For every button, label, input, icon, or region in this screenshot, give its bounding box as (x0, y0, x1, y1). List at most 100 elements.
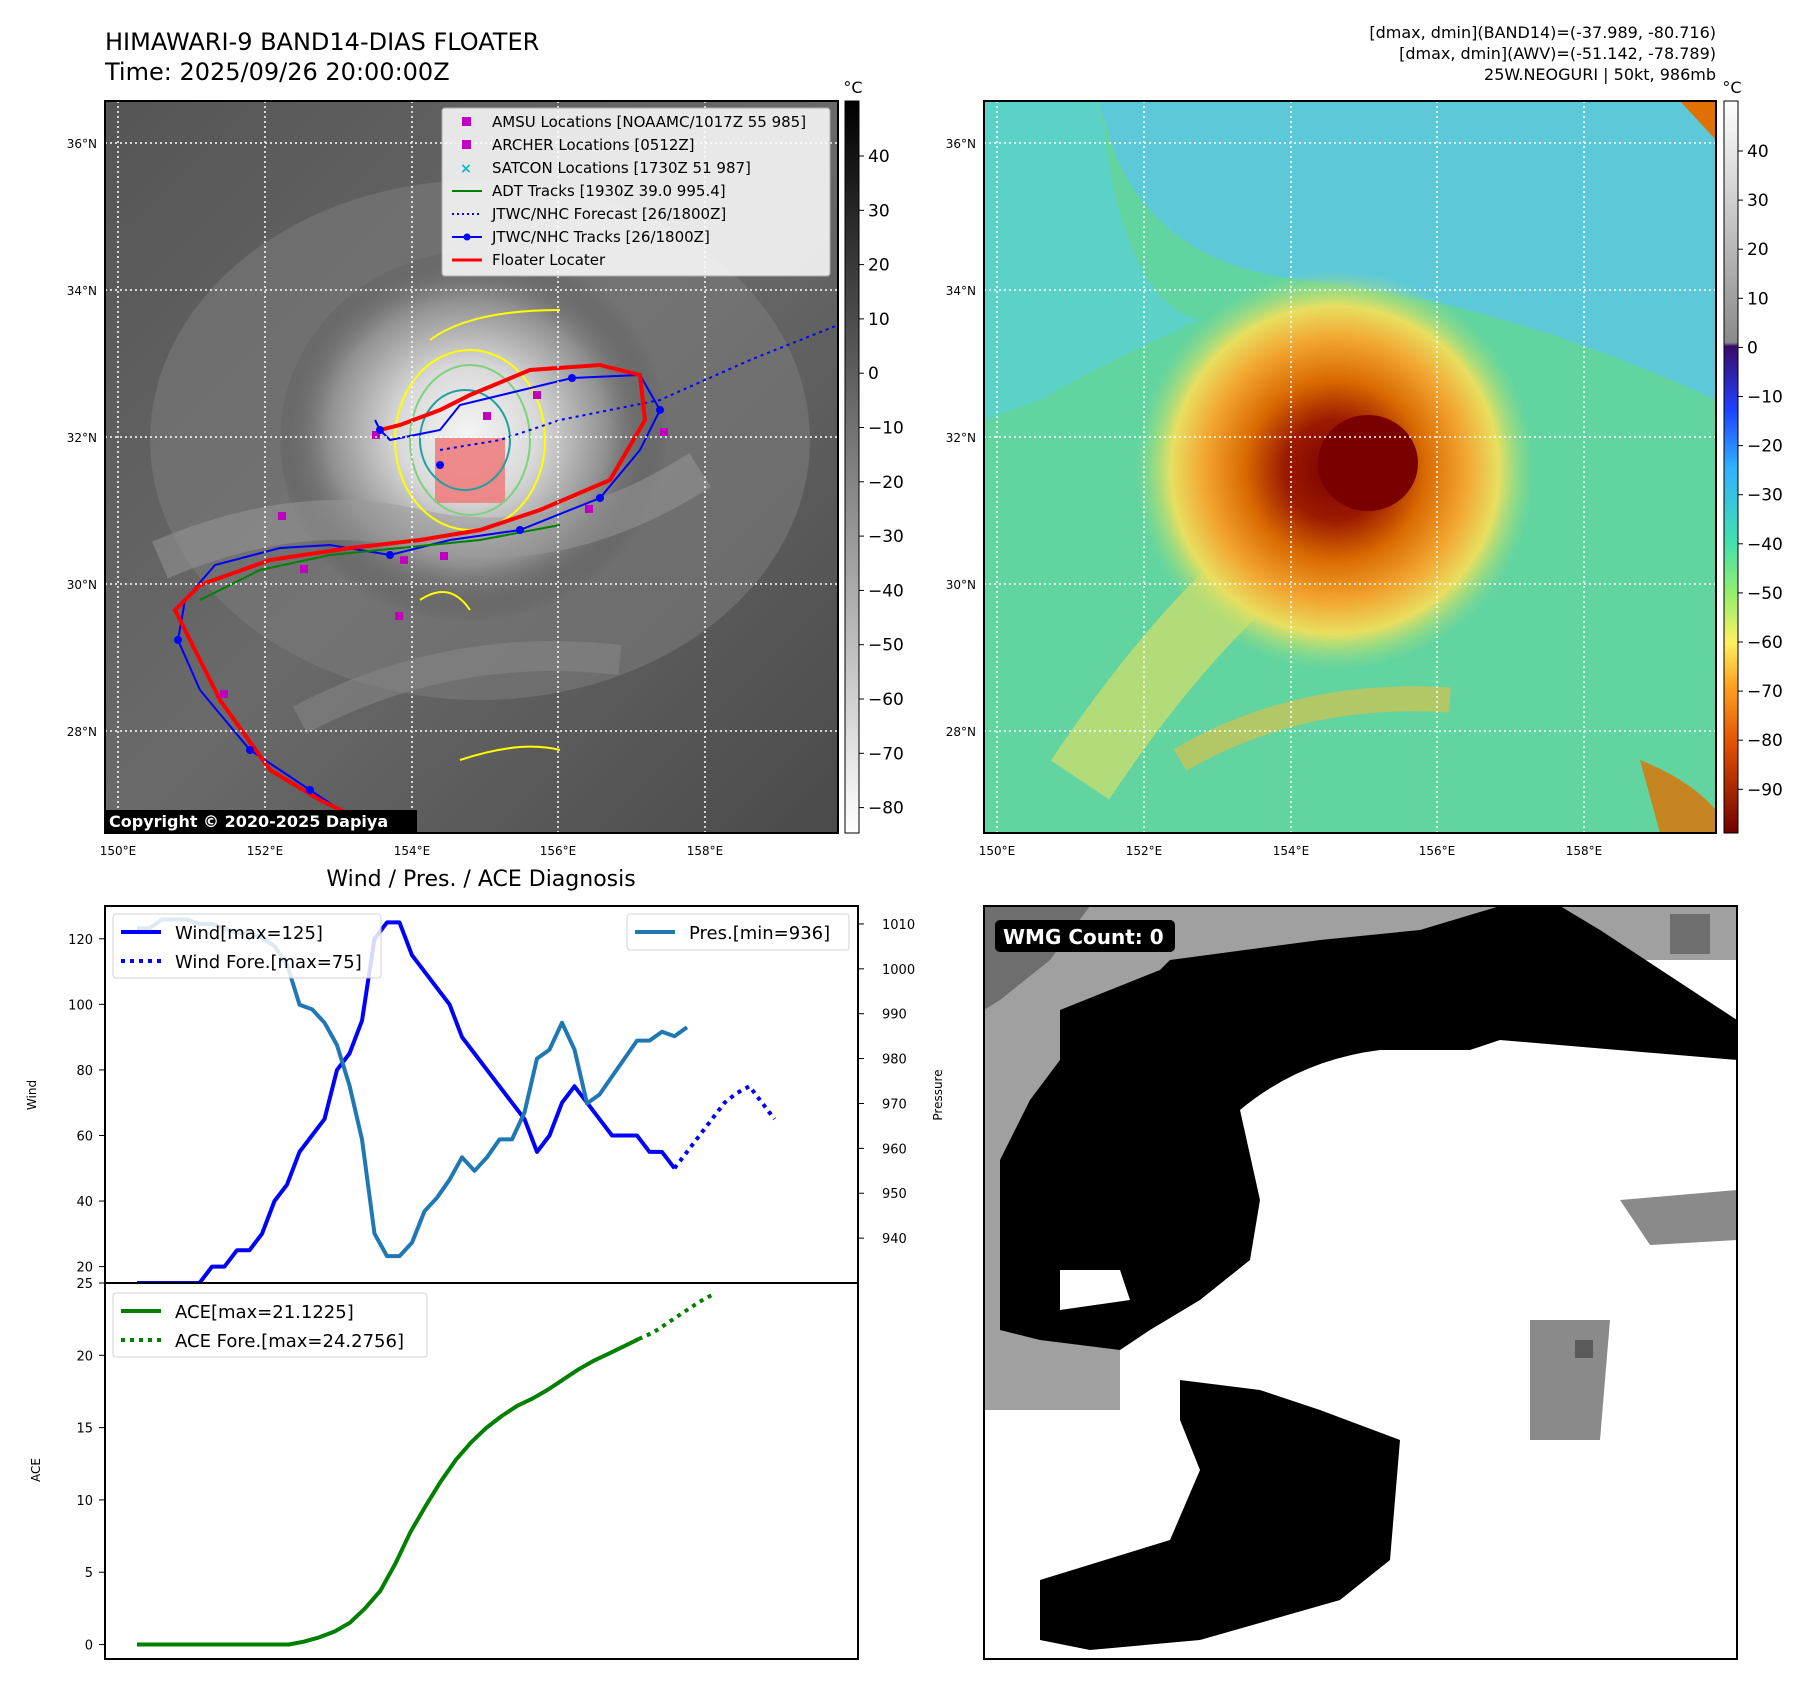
jtwc-track-dots (174, 374, 664, 794)
legend-label: AMSU Locations [NOAAMC/1017Z 55 985] (492, 113, 806, 131)
colorbar-tick-label: 0 (1747, 338, 1758, 358)
legend-label: ADT Tracks [1930Z 39.0 995.4] (492, 182, 726, 200)
ir-lon-150: 150°E (100, 844, 137, 858)
awv-frame (983, 100, 1717, 834)
ir-lat-30: 30°N (67, 578, 97, 592)
pressure-tick-label: 1010 (882, 918, 915, 933)
ir-lat-28: 28°N (67, 725, 97, 739)
awv-lon-154: 154°E (1273, 844, 1310, 858)
legend-label: Floater Locater (492, 251, 606, 269)
colorbar-tick-label: −50 (868, 636, 904, 656)
pressure-tick-label: 980 (882, 1053, 907, 1068)
ir-map-panel: 36°N 34°N 32°N 30°N 28°N 150°E 152°E 154… (67, 100, 839, 858)
wind-fore-legend-label: Wind Fore.[max=75] (175, 952, 362, 973)
awv-lon-150: 150°E (979, 844, 1016, 858)
legend-row: ADT Tracks [1930Z 39.0 995.4] (452, 182, 726, 200)
awv-lat-34: 34°N (946, 284, 976, 298)
gray-colorbar-unit: °C (843, 78, 862, 97)
legend-square-marker (462, 117, 471, 126)
ir-lon-154: 154°E (394, 844, 431, 858)
storm-info: 25W.NEOGURI | 50kt, 986mb (1484, 65, 1716, 84)
floater-locater-track (172, 362, 648, 824)
wind-pressure-chart: 20 40 60 80 100 120 940 950 960 970 980 990 1000 1010… (25, 905, 945, 1285)
legend-x-marker: × (460, 161, 472, 177)
awv-lat-30: 30°N (946, 578, 976, 592)
legend-label: SATCON Locations [1730Z 51 987] (492, 159, 751, 177)
wind-tick-label: 60 (76, 1129, 93, 1144)
colorbar-tick-label: 0 (868, 364, 879, 384)
colorbar-tick-label: −10 (1747, 388, 1783, 408)
colorbar-tick-label: 30 (1747, 191, 1769, 211)
color-colorbar-unit: °C (1722, 78, 1741, 97)
ace-tick-label: 15 (76, 1422, 93, 1437)
adt-track (199, 524, 561, 601)
colorbar-tick-label: −60 (868, 690, 904, 710)
wind-legend-label: Wind[max=125] (175, 923, 323, 944)
legend-row: Floater Locater (452, 251, 606, 269)
colorbar-tick-label: −20 (868, 473, 904, 493)
wmg-panel: WMG Count: 0 (983, 905, 1738, 1660)
colorbar-tick-label: 10 (1747, 289, 1769, 309)
pressure-legend-label: Pres.[min=936] (689, 923, 830, 944)
legend-row: × SATCON Locations [1730Z 51 987] (460, 159, 751, 177)
colorbar-tick-label: −70 (868, 744, 904, 764)
wind-tick-label: 20 (76, 1261, 93, 1276)
copyright-text: Copyright © 2020-2025 Dapiya (109, 812, 388, 831)
colorbar-tick-label: 20 (1747, 240, 1769, 260)
awv-lat-32: 32°N (946, 431, 976, 445)
colorbar-tick-label: −90 (1747, 780, 1783, 800)
colorbar-tick-label: −40 (1747, 535, 1783, 555)
legend-row: JTWC/NHC Forecast [26/1800Z] (452, 205, 726, 223)
awv-map-panel: 36°N 34°N 32°N 30°N 28°N 150°E 152°E 154… (946, 100, 1717, 858)
ace-tick-label: 5 (85, 1566, 93, 1581)
ir-lon-152: 152°E (247, 844, 284, 858)
ace-forecast-line (637, 1291, 716, 1341)
ace-axis-label: ACE (29, 1458, 43, 1482)
legend-square-marker (462, 140, 471, 149)
ir-lat-36: 36°N (67, 137, 97, 151)
colorbar-tick-label: 40 (1747, 142, 1769, 162)
wind-tick-label: 120 (68, 933, 93, 948)
pressure-tick-label: 970 (882, 1097, 907, 1112)
dmax-band14: [dmax, dmin](BAND14)=(-37.989, -80.716) (1369, 23, 1716, 42)
ace-legend: ACE[max=21.1225] ACE Fore.[max=24.2756] (112, 1292, 428, 1358)
jtwc-forecast (439, 324, 838, 451)
colorbar-tick-label: −30 (868, 527, 904, 547)
wmg-frame (983, 905, 1738, 1660)
pressure-tick-label: 950 (882, 1187, 907, 1202)
legend-dot-marker (463, 233, 471, 241)
map-legend: AMSU Locations [NOAAMC/1017Z 55 985] ARCH… (441, 107, 831, 277)
figure-title: HIMAWARI-9 BAND14-DIAS FLOATER (105, 28, 539, 56)
colorbar-tick-label: 20 (868, 256, 890, 276)
colorbar-tick-label: −80 (868, 799, 904, 819)
legend-row: JTWC/NHC Tracks [26/1800Z] (452, 228, 710, 246)
amsu-markers (220, 391, 668, 698)
ir-lat-32: 32°N (67, 431, 97, 445)
ace-line (137, 1337, 640, 1647)
legend-label: JTWC/NHC Forecast [26/1800Z] (491, 205, 726, 223)
pressure-tick-label: 940 (882, 1232, 907, 1247)
colorbar-tick-label: −20 (1747, 437, 1783, 457)
colorbar-tick-label: −60 (1747, 633, 1783, 653)
awv-lon-156: 156°E (1419, 844, 1456, 858)
wind-axis-label: Wind (25, 1080, 39, 1110)
awv-lon-152: 152°E (1126, 844, 1163, 858)
wmg-black-region (1000, 906, 1737, 1350)
floater-box (435, 438, 505, 503)
colorbar-tick-label: −80 (1747, 731, 1783, 751)
jtwc-track (176, 373, 662, 821)
diagnosis-title: Wind / Pres. / ACE Diagnosis (326, 867, 635, 892)
colorbar-tick-label: 40 (868, 147, 890, 167)
wind-legend: Wind[max=125] Wind Fore.[max=75] (112, 913, 382, 979)
colorbar-tick-label: −50 (1747, 584, 1783, 604)
awv-lat-36: 36°N (946, 137, 976, 151)
dmax-awv: [dmax, dmin](AWV)=(-51.142, -78.789) (1399, 44, 1716, 63)
legend-label: JTWC/NHC Tracks [26/1800Z] (491, 228, 710, 246)
wind-tick-label: 100 (68, 998, 93, 1013)
colorbar-tick-label: −10 (868, 419, 904, 439)
colorbar-tick-label: −70 (1747, 682, 1783, 702)
pressure-axis-label: Pressure (931, 1069, 945, 1120)
ace-legend-label: ACE[max=21.1225] (175, 1302, 354, 1323)
pressure-tick-label: 1000 (882, 963, 915, 978)
ace-tick-label: 0 (85, 1639, 93, 1654)
